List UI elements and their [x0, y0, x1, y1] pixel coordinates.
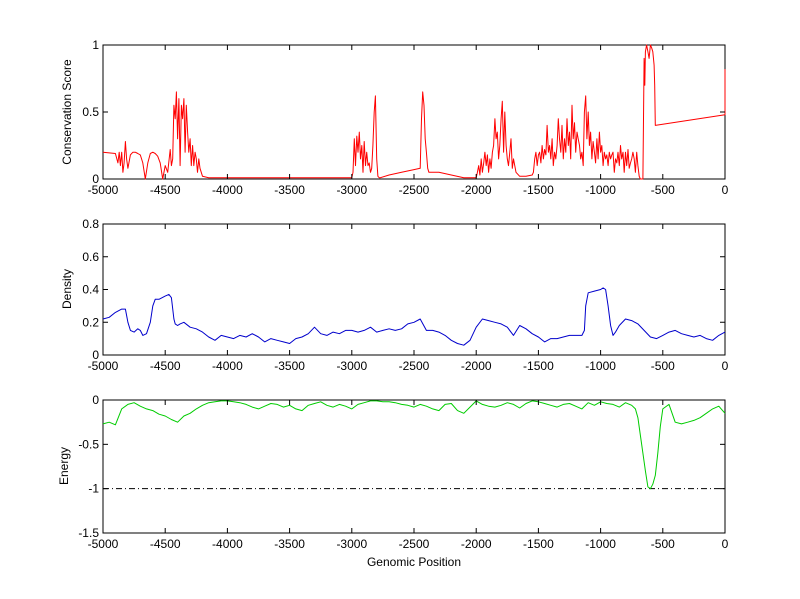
energy-x-tick-label: -5000: [88, 537, 119, 551]
conservation-x-tick-label: -2000: [461, 183, 492, 197]
density-y-tick-label: 0.2: [82, 315, 99, 329]
density-x-tick-label: -3000: [336, 359, 367, 373]
density-y-tick-label: 0: [92, 348, 99, 362]
density-plot-area: [102, 223, 726, 356]
energy-x-tick-label: -4000: [212, 537, 243, 551]
density-ticks-layer: -5000 -4500 -4000 -3500 -3000 -2500 -2000 -1500…: [82, 217, 728, 373]
conservation-x-tick-label: -3500: [274, 183, 305, 197]
conservation-x-tick-label: -1500: [523, 183, 554, 197]
conservation-series-line-0: [102, 44, 726, 180]
conservation-y-axis-label: Conservation Score: [60, 59, 74, 165]
density-y-tick-label: 0.4: [82, 283, 99, 297]
energy-series-layer: [102, 400, 726, 490]
density-y-tick-label: 0.8: [82, 217, 99, 231]
density-y-axis-label: Density: [60, 269, 74, 309]
conservation-x-tick-label: 0: [722, 183, 729, 197]
conservation-x-tick-label: -2500: [399, 183, 430, 197]
energy-x-tick-label: 0: [722, 537, 729, 551]
energy-y-tick-label: -0.5: [78, 437, 99, 451]
density-x-tick-label: -5000: [88, 359, 119, 373]
density-x-tick-label: 0: [722, 359, 729, 373]
energy-y-axis-label: Energy: [57, 447, 71, 485]
density-x-tick-label: -1500: [523, 359, 554, 373]
energy-x-tick-label: -2500: [399, 537, 430, 551]
conservation-y-tick-label: 0: [92, 172, 99, 186]
conservation-x-tick-label: -5000: [88, 183, 119, 197]
energy-x-tick-label: -2000: [461, 537, 492, 551]
density-series-layer: [102, 287, 726, 346]
energy-plot-area: [102, 399, 726, 534]
density-x-tick-label: -2500: [399, 359, 430, 373]
energy-y-tick-label: -1.5: [78, 526, 99, 540]
density-panel: -5000 -4500 -4000 -3500 -3000 -2500 -2000 -1500…: [60, 217, 729, 373]
conservation-y-tick-label: 0.5: [82, 105, 99, 119]
density-series-line-0: [102, 287, 726, 346]
energy-x-tick-label: -500: [651, 537, 675, 551]
conservation-series-layer: [102, 44, 726, 180]
energy-x-tick-label: -3500: [274, 537, 305, 551]
conservation-x-tick-label: -500: [651, 183, 675, 197]
energy-series-line-0: [102, 400, 726, 490]
energy-x-tick-label: -1000: [585, 537, 616, 551]
energy-panel: -5000 -4500 -4000 -3500 -3000 -2500 -2000 -1500…: [57, 393, 729, 569]
conservation-panel: -5000 -4500 -4000 -3500 -3000 -2500 -2000 -1500…: [60, 38, 729, 197]
density-x-tick-label: -4500: [150, 359, 181, 373]
energy-ticks-layer: -5000 -4500 -4000 -3500 -3000 -2500 -2000 -1500…: [78, 393, 728, 551]
energy-y-tick-label: 0: [92, 393, 99, 407]
energy-x-tick-label: -1500: [523, 537, 554, 551]
energy-x-tick-label: -3000: [336, 537, 367, 551]
density-x-tick-label: -4000: [212, 359, 243, 373]
conservation-x-tick-label: -3000: [336, 183, 367, 197]
density-x-tick-label: -1000: [585, 359, 616, 373]
energy-y-tick-label: -1: [88, 482, 99, 496]
conservation-x-tick-label: -1000: [585, 183, 616, 197]
conservation-ticks-layer: -5000 -4500 -4000 -3500 -3000 -2500 -2000 -1500…: [82, 38, 728, 197]
conservation-x-tick-label: -4000: [212, 183, 243, 197]
density-x-tick-label: -2000: [461, 359, 492, 373]
conservation-x-tick-label: -4500: [150, 183, 181, 197]
conservation-y-tick-label: 1: [92, 38, 99, 52]
x-axis-label: Genomic Position: [367, 555, 461, 569]
density-x-tick-label: -500: [651, 359, 675, 373]
energy-x-tick-label: -4500: [150, 537, 181, 551]
density-y-tick-label: 0.6: [82, 250, 99, 264]
density-x-tick-label: -3500: [274, 359, 305, 373]
